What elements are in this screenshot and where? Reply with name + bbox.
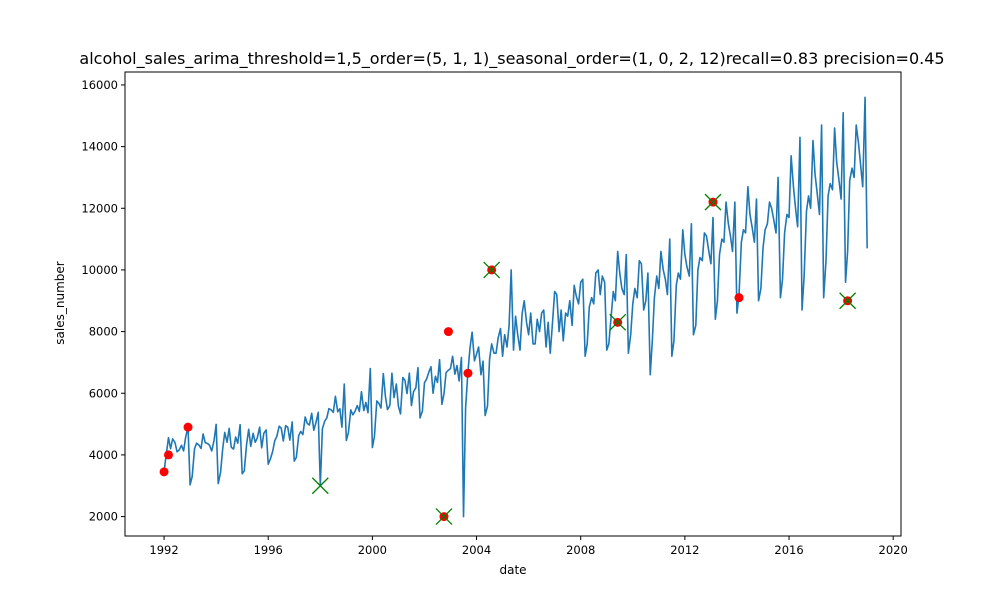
- plot-frame: [124, 71, 902, 537]
- detected-point: [183, 422, 193, 432]
- x-tick-label: 2000: [358, 543, 387, 557]
- y-tick-label: 6000: [89, 386, 118, 400]
- true-anomaly-stroke: [483, 261, 501, 279]
- x-tick-label: 2016: [774, 543, 803, 557]
- x-tick-label: 2020: [879, 543, 908, 557]
- x-axis-label: date: [499, 563, 526, 577]
- detected-point: [443, 327, 453, 337]
- true-anomaly-stroke: [435, 508, 453, 526]
- x-tick-label: 1996: [254, 543, 283, 557]
- y-tick-label: 2000: [89, 510, 118, 524]
- x-tick-label: 2004: [462, 543, 491, 557]
- y-axis-label: sales_number: [53, 261, 67, 344]
- series-line-0: [163, 96, 868, 518]
- x-tick-label: 2012: [670, 543, 699, 557]
- plot-area: [159, 96, 868, 526]
- axes: 1992 1996 2000 2004 2008 2012 2016 2020 2000 4000…: [81, 71, 908, 557]
- true-anomaly-marker: [609, 313, 627, 331]
- y-tick-label: 4000: [89, 448, 118, 462]
- y-tick-label: 14000: [81, 140, 118, 154]
- true-anomaly-stroke: [609, 313, 627, 331]
- true-anomaly-stroke: [704, 193, 722, 211]
- x-tick-label: 1992: [149, 543, 178, 557]
- true-anomaly-stroke: [311, 477, 329, 495]
- y-tick-label: 12000: [81, 201, 118, 215]
- y-tick-label: 10000: [81, 263, 118, 277]
- y-tick-label: 8000: [89, 325, 118, 339]
- detected-point: [463, 368, 473, 378]
- chart-title: alcohol_sales_arima_threshold=1,5_order=…: [79, 49, 944, 69]
- true-anomaly-marker: [839, 292, 857, 310]
- true-anomaly-marker: [704, 193, 722, 211]
- true-anomaly-marker: [435, 508, 453, 526]
- true-anomaly-stroke: [839, 292, 857, 310]
- y-tick-label: 16000: [81, 78, 118, 92]
- detected-point: [163, 450, 173, 460]
- x-tick-label: 2008: [566, 543, 595, 557]
- detected-point: [734, 293, 744, 303]
- true-anomaly-marker: [483, 261, 501, 279]
- detected-point: [159, 467, 169, 477]
- true-anomaly-marker: [311, 477, 329, 495]
